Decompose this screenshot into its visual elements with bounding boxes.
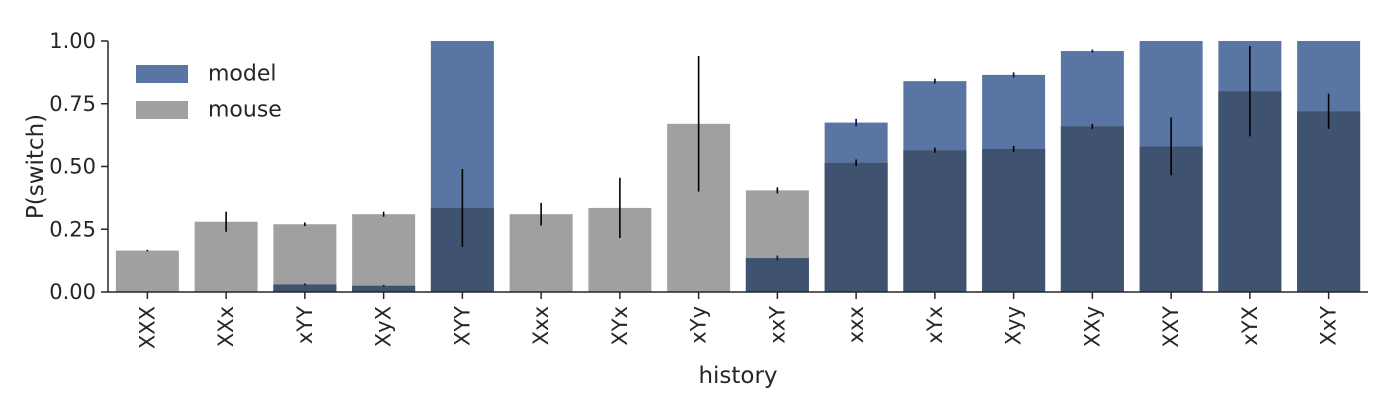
bar-overlap-Xyy	[982, 148, 1046, 292]
legend-label-model: model	[208, 62, 277, 87]
x-axis-ticks: XXX XXx xYY XyX XYY Xxx XYx xYy xxY xxx xYx Xyy XXy X…	[135, 292, 1341, 349]
bar-mouse-Xxx	[509, 214, 573, 292]
y-axis-label: P(switch)	[23, 114, 49, 219]
x-tick-label: xYX	[1238, 306, 1262, 346]
x-tick-label: xxx	[844, 306, 868, 343]
bar-overlap-XXy	[1060, 126, 1124, 292]
bar-overlap-xYx	[903, 150, 967, 292]
x-tick-label: XXx	[214, 306, 238, 347]
x-tick-label: XXY	[1159, 306, 1183, 348]
x-tick-label: XyX	[372, 306, 396, 347]
bar-overlap-xYY	[273, 284, 337, 292]
bar-overlap-xxY	[745, 258, 809, 292]
x-tick-label: xYy	[687, 306, 711, 344]
y-tick-label: 0.50	[49, 155, 96, 179]
x-tick-label: Xyy	[1002, 306, 1026, 345]
x-tick-label: xxY	[765, 306, 789, 344]
x-tick-label: Xxx	[529, 306, 553, 345]
bar-overlap-XyX	[352, 285, 416, 292]
bar-overlap-xxx	[824, 162, 888, 292]
overlap-bars	[273, 91, 1361, 292]
y-tick-label: 0.25	[49, 217, 96, 241]
y-tick-label: 0.00	[49, 280, 96, 304]
legend-swatch-model	[136, 65, 188, 83]
x-axis-label: history	[698, 363, 777, 389]
legend-label-mouse: mouse	[208, 98, 282, 123]
bar-mouse-xYY	[273, 224, 337, 292]
y-axis-ticks: 0.00 0.25 0.50 0.75 1.00	[49, 29, 108, 304]
x-tick-label: XXy	[1080, 306, 1104, 347]
legend-swatch-mouse	[136, 101, 188, 119]
bar-mouse-XXX	[115, 250, 179, 292]
y-tick-label: 1.00	[49, 29, 96, 53]
bar-overlap-XxY	[1297, 111, 1361, 292]
error-bars	[146, 46, 1330, 287]
bar-mouse-XyX	[352, 214, 416, 292]
x-tick-label: XYx	[608, 306, 632, 346]
x-tick-label: XxY	[1317, 306, 1341, 346]
y-tick-label: 0.75	[49, 92, 96, 116]
x-tick-label: xYY	[293, 306, 317, 344]
bar-mouse-XXx	[194, 221, 258, 292]
x-tick-label: XXX	[135, 306, 159, 349]
x-tick-label: XYY	[450, 306, 474, 346]
x-tick-label: xYx	[923, 306, 947, 344]
legend: model mouse	[136, 62, 282, 123]
